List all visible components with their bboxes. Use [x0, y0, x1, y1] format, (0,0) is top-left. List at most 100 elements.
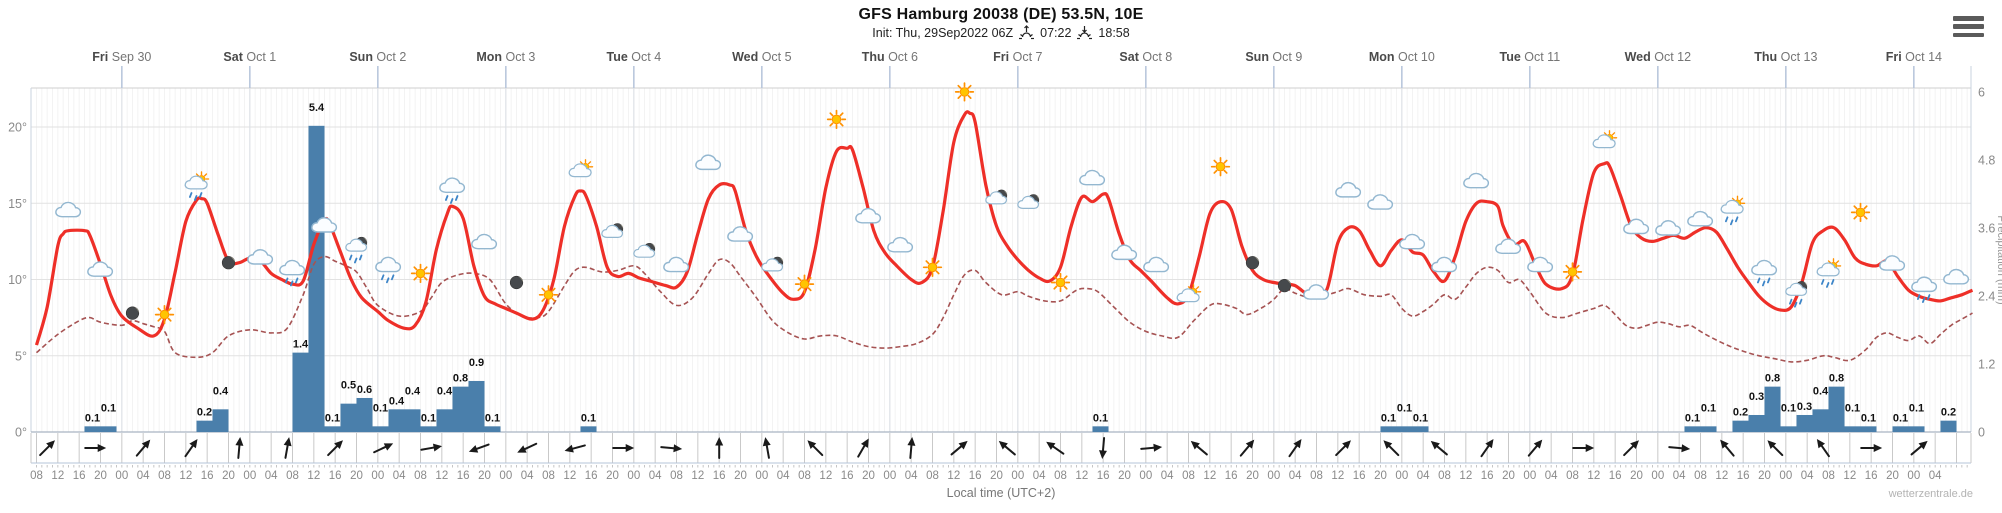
precip-bar [1892, 426, 1909, 432]
time-tick-label: 04 [1033, 470, 1046, 482]
wind-arrow-icon [235, 437, 244, 459]
wind-arrow-icon [468, 443, 490, 453]
precip-value: 0.1 [1397, 402, 1412, 414]
cloud-icon [1623, 218, 1650, 235]
menu-button[interactable] [1953, 16, 1984, 37]
day-label: Wed Oct 5 [732, 50, 792, 64]
precip-bar [484, 426, 501, 432]
time-tick-label: 12 [947, 470, 960, 482]
time-tick-label: 16 [201, 470, 214, 482]
time-tick-label: 12 [1843, 470, 1856, 482]
day-label: Fri Oct 14 [1886, 50, 1942, 64]
cloud-icon [1335, 181, 1362, 198]
wind-arrow-icon [1668, 444, 1691, 453]
precip-bar [1812, 409, 1829, 432]
day-label: Tue Oct 11 [1499, 50, 1560, 64]
time-tick-label: 16 [1481, 470, 1494, 482]
cloud-icon [855, 207, 882, 224]
precip-value: 0.3 [1797, 401, 1812, 413]
precip-tick-label: 4.8 [1978, 153, 1995, 167]
wind-arrow-icon [1527, 439, 1543, 457]
precip-value: 0.4 [389, 395, 405, 407]
time-tick-label: 16 [585, 470, 598, 482]
day-label: Sat Oct 1 [223, 50, 276, 64]
sun-icon [1050, 272, 1071, 293]
sunset-icon [1076, 25, 1093, 40]
time-tick-label: 04 [521, 470, 534, 482]
precip-value: 0.1 [1781, 402, 1796, 414]
wind-arrow-icon [1430, 440, 1448, 456]
precip-bar [212, 409, 229, 432]
init-line: Init: Thu, 29Sep2022 06Z 07:22 [0, 25, 2002, 40]
temp-tick-label: 15° [8, 197, 27, 211]
time-tick-label: 20 [94, 470, 107, 482]
cloud-icon [727, 226, 754, 242]
precip-bar [356, 397, 373, 432]
precip-value: 0.4 [1813, 385, 1829, 397]
wind-arrow-icon [807, 440, 824, 457]
sun-icon [154, 304, 175, 325]
sun-icon [954, 82, 975, 102]
precip-bar [388, 409, 405, 432]
precip-bar [404, 409, 421, 432]
sun-icon [826, 109, 847, 130]
time-tick-label: 16 [329, 470, 342, 482]
sun-icon [538, 285, 559, 305]
time-tick-label: 08 [670, 470, 683, 482]
precip-value: 0.8 [1829, 373, 1844, 385]
precip-bar [1828, 386, 1845, 432]
precip-value: 0.1 [101, 402, 116, 414]
time-tick-label: 20 [862, 470, 875, 482]
moon-cloud-rain-icon [345, 236, 368, 264]
wind-arrow-icon [1140, 443, 1163, 452]
time-tick-label: 00 [243, 470, 256, 482]
day-label: Mon Oct 3 [476, 50, 535, 64]
precip-tick-label: 6 [1978, 85, 1985, 99]
precip-bar [1796, 414, 1813, 432]
time-tick-label: 08 [1054, 470, 1067, 482]
time-tick-label: 16 [1225, 470, 1238, 482]
time-tick-label: 04 [777, 470, 790, 482]
precip-bar [1748, 414, 1765, 432]
precip-bar [1940, 420, 1957, 432]
precip-bar [100, 426, 117, 432]
precip-bar [84, 426, 101, 432]
precip-value: 0.1 [1685, 412, 1700, 424]
time-tick-label: 12 [1331, 470, 1344, 482]
temp-tick-label: 10° [8, 273, 27, 287]
time-tick-label: 04 [393, 470, 406, 482]
temp-tick-label: 5° [15, 349, 27, 363]
wind-arrow-icon [564, 444, 586, 453]
wind-arrow-icon [327, 440, 343, 457]
cloud-icon [55, 201, 82, 218]
time-tick-label: 04 [265, 470, 278, 482]
wind-arrow-icon [950, 440, 968, 456]
time-tick-label: 12 [1203, 470, 1216, 482]
precip-value: 0.5 [341, 380, 356, 392]
wind-arrow-icon [184, 438, 198, 458]
wind-arrow-icon [1860, 444, 1883, 452]
precip-bar [420, 426, 437, 432]
precip-bar [1412, 426, 1429, 432]
time-tick-label: 08 [1310, 470, 1323, 482]
time-tick-label: 16 [457, 470, 470, 482]
day-label: Mon Oct 10 [1369, 50, 1435, 64]
sun-icon [922, 257, 943, 277]
wind-arrow-icon [84, 444, 107, 452]
sunrise-icon [1018, 25, 1035, 40]
precip-tick-label: 0 [1978, 426, 1985, 440]
time-tick-label: 00 [1267, 470, 1280, 482]
time-tick-label: 08 [286, 470, 299, 482]
precip-tick-label: 1.2 [1978, 357, 1995, 371]
precip-bar [436, 409, 453, 432]
precip-bar [1780, 426, 1797, 432]
time-tick-label: 20 [1246, 470, 1259, 482]
time-tick-label: 12 [51, 470, 64, 482]
precip-axis-label: Precipitation (mm) [1995, 215, 2002, 304]
time-tick-label: 00 [627, 470, 640, 482]
sun-icon [1850, 202, 1871, 223]
cloud-icon [1079, 169, 1106, 186]
time-tick-label: 00 [883, 470, 896, 482]
wind-arrow-icon [1767, 440, 1784, 457]
